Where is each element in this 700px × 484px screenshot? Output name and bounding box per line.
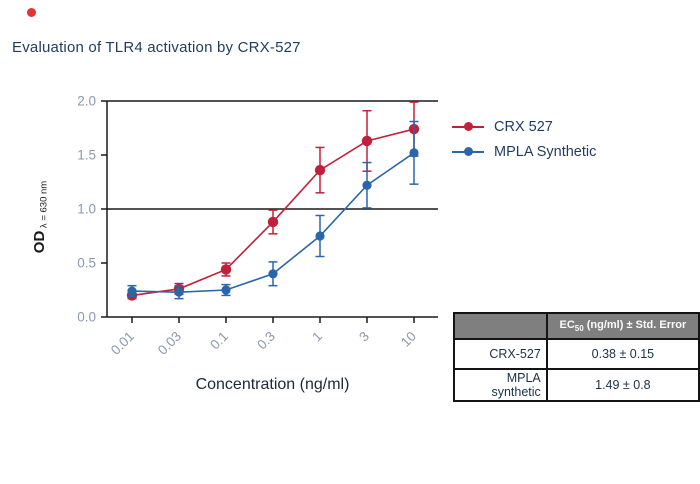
legend-item-crx-527: CRX 527 <box>452 114 596 139</box>
table-row: CRX-527 0.38 ± 0.15 <box>453 338 700 370</box>
legend-marker-line-dot-icon <box>452 121 484 132</box>
table-header-row: EC50 (ng/ml) ± Std. Error <box>453 312 700 340</box>
table-header-ec50: EC50 (ng/ml) ± Std. Error <box>545 312 700 340</box>
legend-label: MPLA Synthetic <box>494 143 597 160</box>
y-tick-label: 2.0 <box>77 94 96 109</box>
y-tick-label: 1.0 <box>77 202 96 217</box>
x-tick-label: 1 <box>309 329 325 345</box>
data-point <box>220 264 232 275</box>
y-tick-label: 0.5 <box>77 256 96 271</box>
svg-text:OD λ = 630 nm: OD λ = 630 nm <box>31 181 50 253</box>
x-axis-title: Concentration (ng/ml) <box>196 376 350 393</box>
series-mpla-synthetic <box>127 120 419 300</box>
data-point <box>362 180 372 190</box>
data-point <box>314 164 326 176</box>
table-row-value: 1.49 ± 0.8 <box>545 368 700 402</box>
x-tick-label: 3 <box>356 329 372 345</box>
y-tick-label: 0.0 <box>77 310 96 325</box>
x-tick-label: 10 <box>398 329 419 350</box>
legend-label: CRX 527 <box>494 118 553 135</box>
x-tick-label: 0.1 <box>207 329 231 353</box>
figure-title: Evaluation of TLR4 activation by CRX-527 <box>12 39 301 56</box>
x-axis: 0.01 0.03 0.1 0.3 1 3 10 <box>107 316 438 358</box>
data-point <box>267 216 279 228</box>
data-point <box>409 148 419 158</box>
table-row-value: 0.38 ± 0.15 <box>545 338 700 370</box>
data-point <box>361 135 373 147</box>
data-point <box>174 287 184 297</box>
x-tick-label: 0.03 <box>155 329 184 358</box>
data-point <box>127 286 137 296</box>
table-row: MPLA synthetic 1.49 ± 0.8 <box>453 368 700 402</box>
x-tick-label: 0.3 <box>254 329 278 353</box>
y-tick-label: 1.5 <box>77 148 96 163</box>
legend-marker-line-dot-icon <box>452 146 484 157</box>
red-dot-icon <box>27 8 36 17</box>
y-axis: 0.0 0.5 1.0 1.5 2.0 <box>77 94 108 325</box>
y-axis-title: OD λ = 630 nm <box>31 181 50 253</box>
table-row-label: CRX-527 <box>453 338 548 370</box>
table-row-label: MPLA synthetic <box>453 368 548 402</box>
legend-item-mpla-synthetic: MPLA Synthetic <box>452 139 596 164</box>
ec50-table: EC50 (ng/ml) ± Std. Error CRX-527 0.38 ±… <box>453 312 700 402</box>
table-header-empty-cell <box>453 312 548 340</box>
data-point <box>221 285 231 295</box>
data-point <box>315 231 325 241</box>
x-tick-label: 0.01 <box>108 329 137 358</box>
data-point <box>268 269 278 279</box>
chart-legend: CRX 527 MPLA Synthetic <box>452 114 596 164</box>
